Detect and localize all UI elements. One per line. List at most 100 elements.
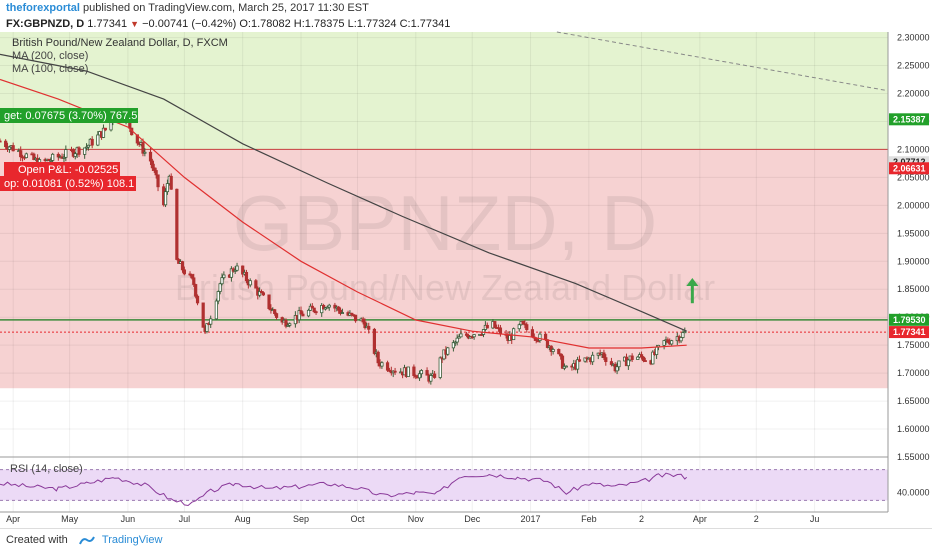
candle-body — [557, 348, 561, 355]
candle-body — [361, 318, 365, 323]
candle-body — [380, 362, 384, 367]
candle-body — [280, 317, 284, 323]
legend-ma100[interactable]: MA (100, close) — [12, 63, 88, 75]
candle-body — [666, 339, 670, 343]
candle-body — [543, 333, 548, 341]
down-triangle-icon: ▼ — [130, 19, 140, 29]
candle-body — [218, 283, 222, 292]
time-axis[interactable]: Apr May Jun Jul Aug Sep Oct Nov Dec 2017 Feb 2 Apr 2 J… — [0, 511, 888, 524]
candle-body — [338, 309, 343, 314]
candle-body — [617, 360, 621, 368]
symbol-name[interactable]: FX:GBPNZD, D — [6, 18, 85, 30]
candle-body — [425, 370, 429, 376]
candle-body — [235, 265, 239, 271]
author-link[interactable]: theforexportal — [6, 2, 80, 14]
time-tick-label: May — [61, 514, 79, 524]
candle-body — [485, 324, 489, 329]
candle-body — [350, 312, 354, 316]
candle-body — [376, 351, 380, 364]
time-tick-label: Apr — [693, 514, 707, 524]
target-label[interactable]: get: 0.07675 (3.70%) 767.5 — [4, 110, 137, 122]
open-pl-label[interactable]: Open P&L: -0.02525 — [18, 164, 118, 176]
candle-body — [609, 361, 614, 365]
last-price: 1.77341 — [87, 18, 128, 30]
price-tick-label: 1.85000 — [897, 284, 930, 294]
candle-body — [438, 357, 442, 378]
candle-body — [51, 153, 55, 161]
candle-body — [73, 153, 77, 157]
candle-body — [654, 346, 659, 355]
candle-body — [148, 151, 153, 162]
candle-body — [521, 320, 525, 325]
candle-body — [288, 323, 292, 326]
candle-body — [273, 309, 277, 314]
candle-body — [150, 160, 154, 169]
candle-body — [363, 321, 367, 329]
candle-body — [284, 319, 288, 327]
price-tick-label: 1.60000 — [897, 424, 930, 434]
legend-ma200[interactable]: MA (200, close) — [12, 50, 88, 62]
tradingview-brand[interactable]: TradingView — [101, 534, 163, 546]
candle-body — [591, 354, 595, 363]
candle-body — [220, 277, 224, 285]
candle-body — [455, 337, 459, 343]
candle-body — [201, 302, 205, 328]
candle-body — [564, 365, 568, 368]
candle-body — [165, 183, 170, 193]
candle-body — [222, 274, 226, 279]
candle-body — [604, 357, 608, 362]
time-tick-label: 2 — [639, 514, 644, 524]
candle-body — [583, 357, 587, 362]
candle-body — [306, 309, 311, 317]
candle-body — [163, 191, 168, 206]
legend: British Pound/New Zealand Dollar, D, FXC… — [12, 37, 228, 75]
price-badge-bg — [889, 326, 929, 339]
candle-body — [180, 261, 185, 271]
candle-body — [385, 362, 390, 371]
published-text: published on TradingView.com, March 25, … — [83, 2, 369, 14]
rsi-band — [0, 469, 888, 501]
candle-body — [498, 327, 503, 335]
candle-body — [429, 375, 433, 382]
candle-body — [11, 145, 15, 152]
candle-body — [419, 370, 424, 375]
candle-body — [372, 328, 376, 354]
candle-body — [683, 331, 687, 334]
price-badge-bg — [889, 162, 929, 175]
candle-body — [626, 359, 630, 367]
rsi-label[interactable]: RSI (14, close) — [10, 463, 83, 475]
time-tick-label: 2 — [754, 514, 759, 524]
target-label-bg — [0, 108, 138, 123]
stop-label[interactable]: op: 0.01081 (0.52%) 108.1 — [4, 178, 134, 190]
candle-body — [301, 313, 305, 317]
candle-body — [229, 268, 234, 278]
up-arrow-icon[interactable] — [686, 278, 699, 304]
price-tick-label: 1.90000 — [897, 256, 930, 266]
candle-body — [472, 334, 476, 338]
candle-body — [192, 277, 196, 285]
watermark-symbol: GBPNZD, D — [233, 179, 658, 267]
candle-body — [560, 355, 565, 369]
ma100-line — [0, 78, 687, 349]
time-tick-label: Jun — [121, 514, 136, 524]
candle-body — [464, 333, 469, 336]
position-labels: get: 0.07675 (3.70%) 767.5 Open P&L: -0.… — [0, 108, 138, 191]
legend-title: British Pound/New Zealand Dollar, D, FXC… — [12, 37, 228, 49]
candle-body — [286, 324, 290, 327]
price-badge-label: 2.15387 — [893, 114, 926, 124]
candle-body — [141, 142, 145, 154]
candle-body — [244, 271, 249, 282]
candle-body — [152, 167, 156, 171]
candle-body — [248, 280, 252, 286]
price-badge-bg — [889, 313, 929, 326]
watermark-name: British Pound/New Zealand Dollar — [175, 267, 715, 308]
trend-line[interactable] — [556, 31, 889, 92]
price-tick-label: 2.00000 — [897, 200, 930, 210]
candle-body — [432, 373, 437, 378]
candle-body — [517, 324, 521, 330]
arrow-head — [686, 278, 699, 287]
candle-body — [312, 307, 316, 313]
price-axis[interactable]: 2.300002.250002.200002.150002.100002.050… — [887, 32, 932, 512]
candle-body — [258, 291, 262, 296]
